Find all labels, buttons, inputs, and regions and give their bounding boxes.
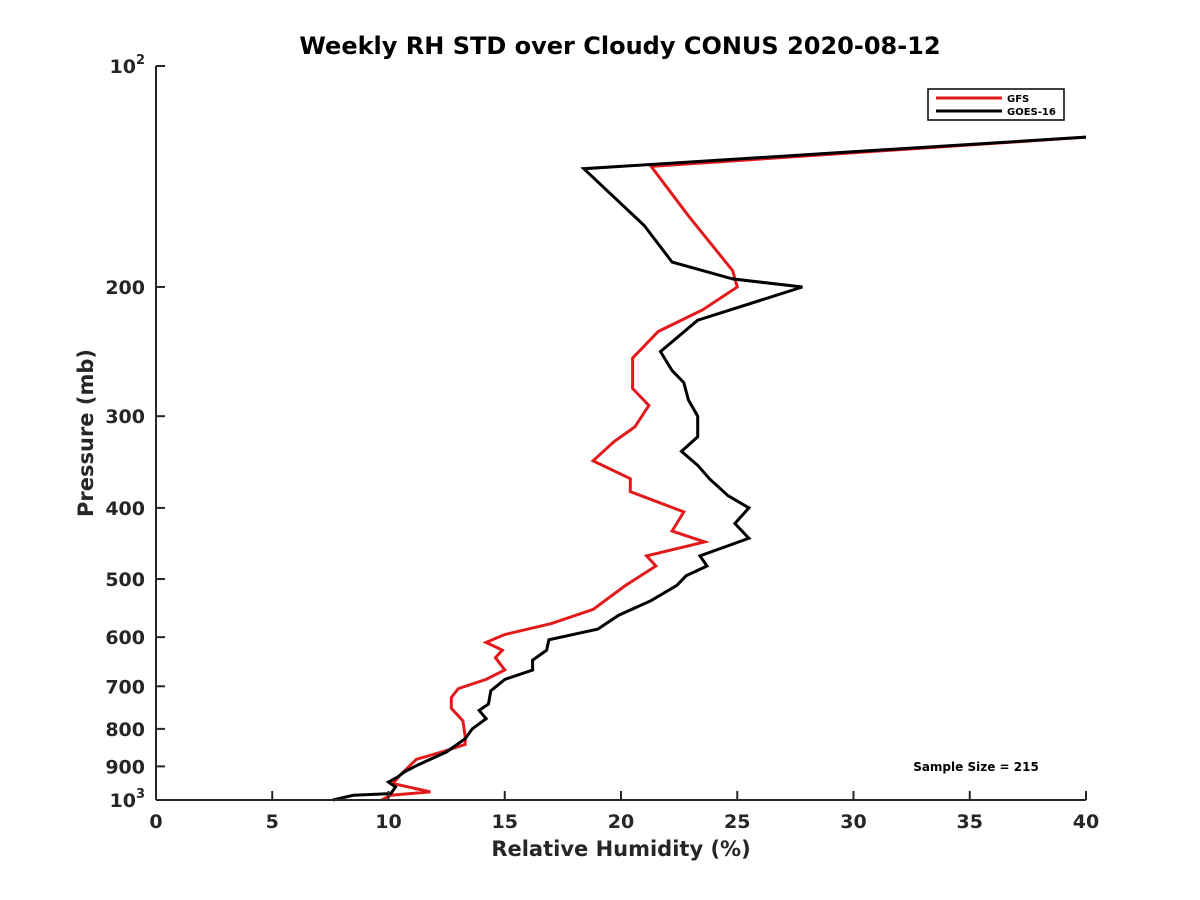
x-ticks: 0 5 10 15 20 25 30 35 40 (149, 791, 1099, 833)
x-tick-label-5: 25 (724, 811, 750, 833)
legend-label-gfs: GFS (1007, 94, 1029, 105)
y-tick-exp-0: 2 (136, 53, 145, 68)
y-tick-label-2: 300 (105, 406, 145, 428)
x-tick-label-8: 40 (1073, 811, 1099, 833)
x-tick-label-4: 20 (608, 811, 634, 833)
y-tick-label-9: 103 (110, 787, 146, 812)
y-tick-label-6: 700 (105, 676, 145, 698)
y-tick-label-8: 900 (105, 756, 145, 778)
y-axis-label: Pressure (mb) (74, 349, 98, 517)
y-tick-label-7: 800 (105, 719, 145, 741)
x-tick-label-1: 5 (266, 811, 279, 833)
legend: GFS GOES-16 (927, 88, 1065, 121)
sample-size-annotation: Sample Size = 215 (913, 760, 1039, 774)
x-tick-label-2: 10 (375, 811, 401, 833)
x-tick-label-7: 35 (957, 811, 983, 833)
y-tick-label-5: 600 (105, 627, 145, 649)
y-tick-exp-9: 3 (136, 787, 145, 802)
series-line-gfs (380, 135, 1087, 802)
series-group (332, 135, 1087, 802)
legend-label-goes-16: GOES-16 (1007, 107, 1056, 118)
x-tick-label-6: 30 (840, 811, 866, 833)
y-tick-base-9: 10 (110, 790, 136, 812)
legend-box (927, 88, 1065, 121)
chart-title: Weekly RH STD over Cloudy CONUS 2020-08-… (299, 32, 940, 60)
y-tick-label-0: 102 (110, 53, 146, 78)
y-tick-label-3: 400 (105, 498, 145, 520)
y-tick-label-1: 200 (105, 277, 145, 299)
y-tick-label-4: 500 (105, 569, 145, 591)
series-line-goes-16 (332, 135, 1087, 802)
y-tick-base-0: 10 (110, 56, 136, 78)
x-axis-label: Relative Humidity (%) (491, 837, 750, 861)
x-tick-label-3: 15 (492, 811, 518, 833)
x-tick-label-0: 0 (149, 811, 162, 833)
